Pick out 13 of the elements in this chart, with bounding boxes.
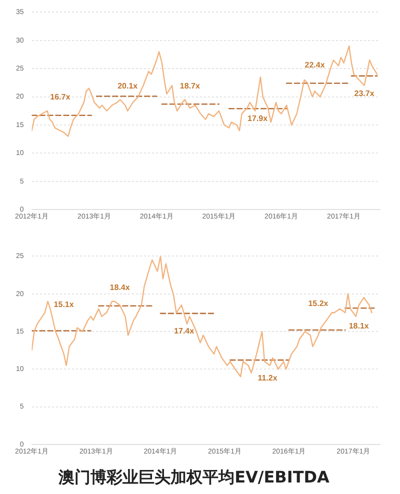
annotation: 11.2x: [258, 373, 278, 382]
annotation: 17.4x: [174, 326, 195, 336]
annotation: 16.7x: [50, 92, 71, 102]
annotation: 20.1x: [118, 81, 138, 90]
annotation: 15.1x: [54, 300, 74, 309]
annotation: 18.1x: [348, 321, 370, 330]
annotation: 23.7x: [354, 89, 375, 98]
annotation: 18.7x: [180, 81, 200, 90]
annotation: 18.4x: [110, 283, 130, 292]
annotation: 15.2x: [308, 299, 329, 308]
text: 澳门博彩业巨头加权平均EV/EBITDA: [58, 468, 330, 487]
annotation: 17.9x: [248, 114, 268, 123]
annotation: 22.4x: [304, 60, 326, 70]
